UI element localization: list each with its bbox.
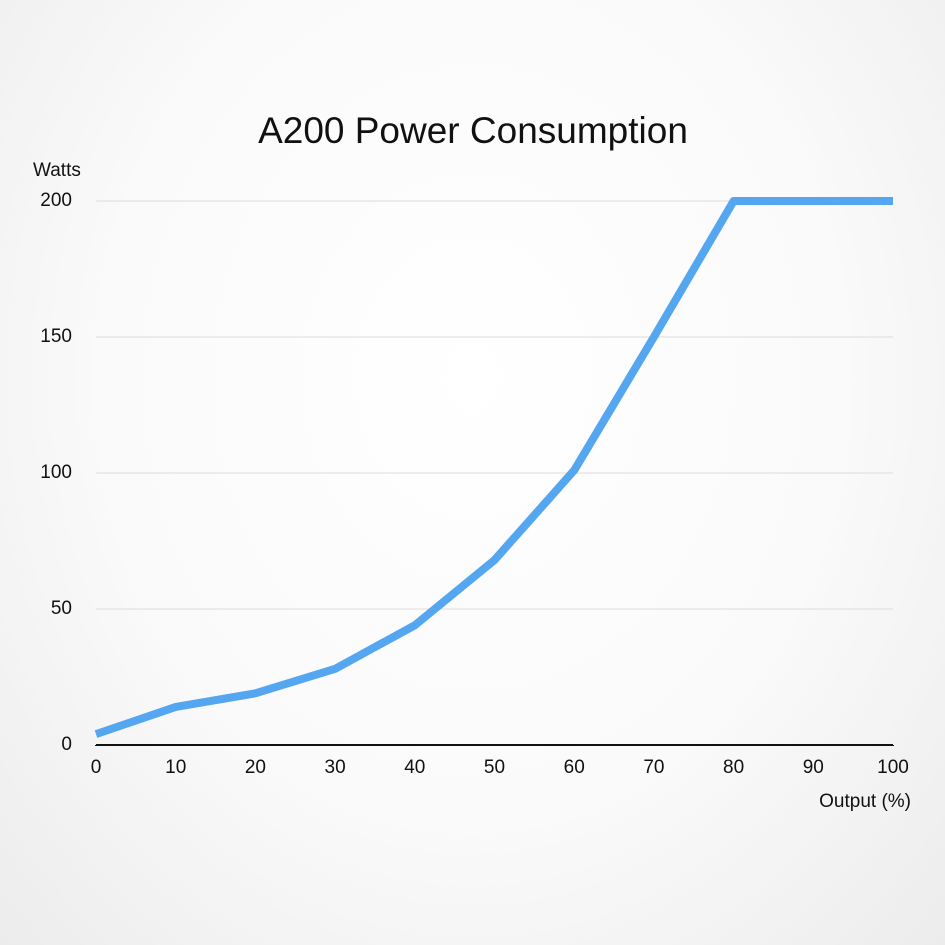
y-tick-label: 150: [40, 326, 72, 347]
x-tick-label: 70: [643, 757, 664, 778]
y-tick-label: 200: [40, 190, 72, 211]
x-tick-label: 100: [877, 757, 909, 778]
x-tick-label: 40: [404, 757, 425, 778]
chart-title: A200 Power Consumption: [258, 110, 688, 151]
x-tick-label: 60: [564, 757, 585, 778]
x-tick-label: 10: [165, 757, 186, 778]
x-tick-label: 20: [245, 757, 266, 778]
y-tick-label: 0: [61, 734, 72, 755]
y-tick-label: 50: [51, 598, 72, 619]
x-tick-label: 90: [803, 757, 824, 778]
y-axis-label: Watts: [33, 160, 81, 181]
y-tick-label: 100: [40, 462, 72, 483]
x-tick-label: 0: [91, 757, 102, 778]
data-line: [94, 197, 893, 738]
x-tick-label: 80: [723, 757, 744, 778]
x-tick-label: 30: [325, 757, 346, 778]
x-tick-label: 50: [484, 757, 505, 778]
x-axis-label: Output (%): [819, 791, 911, 812]
